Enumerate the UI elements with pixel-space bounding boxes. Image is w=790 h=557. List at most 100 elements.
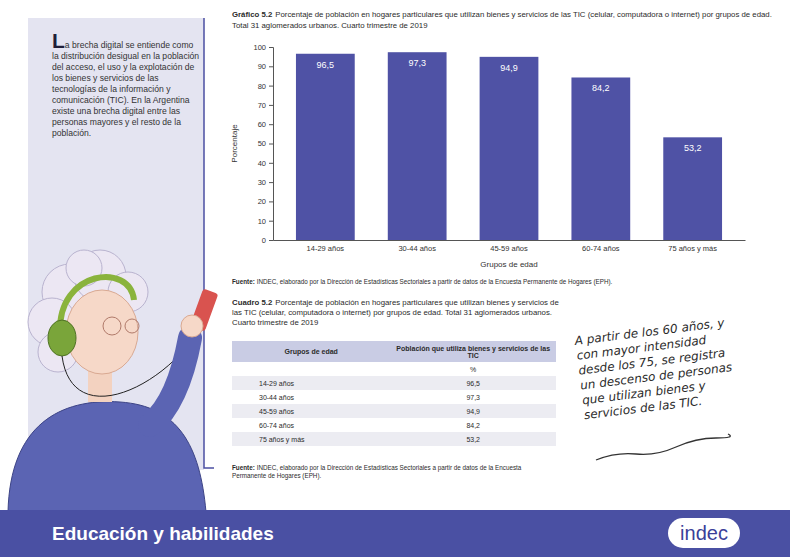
- figure-number: Gráfico 5.2: [232, 10, 272, 19]
- y-tick-label: 40: [258, 159, 266, 168]
- y-tick: 40: [258, 159, 273, 168]
- x-tick-label: 60-74 años: [582, 244, 620, 253]
- table-cell: 96,5: [390, 376, 556, 390]
- y-tick: 90: [258, 62, 273, 71]
- panel-frame: [204, 18, 214, 468]
- annotation-underline: [596, 434, 730, 460]
- table-cell: 45-59 años: [232, 404, 390, 418]
- illustration-earcup: [48, 320, 76, 356]
- y-tick: 20: [258, 197, 273, 206]
- source-text: INDEC, elaborado por la Dirección de Est…: [257, 278, 613, 285]
- table-cell: [232, 362, 390, 376]
- bar: [388, 52, 447, 240]
- y-tick: 50: [258, 139, 273, 148]
- footer-logo: indec: [680, 522, 728, 544]
- y-tick: 30: [258, 178, 273, 187]
- table-cell: 14-29 años: [232, 376, 390, 390]
- table-cell: 75 años y más: [232, 432, 390, 446]
- y-axis-line: [269, 48, 274, 241]
- chart-source: Fuente:INDEC, elaborado por la Dirección…: [232, 278, 777, 286]
- table-header: Grupos de edadPoblación que utiliza bien…: [232, 341, 556, 362]
- illustration-arm: [150, 338, 190, 425]
- table-header-cell: Población que utiliza bienes y servicios…: [390, 341, 556, 362]
- table-row: 60-74 años84,2: [232, 418, 556, 432]
- table-unit: %: [390, 362, 556, 376]
- table-header-cell: Grupos de edad: [232, 341, 390, 362]
- x-tick-label: 14-29 años: [307, 244, 345, 253]
- table-title-text: Porcentaje de población en hogares parti…: [232, 298, 559, 327]
- x-tick: 30-44 años: [398, 244, 436, 253]
- y-tick: 0: [262, 236, 273, 245]
- source-label: Fuente:: [232, 278, 255, 285]
- data-label: 84,2: [592, 83, 610, 93]
- data-label: 53,2: [684, 143, 702, 153]
- table-source: Fuente:INDEC, elaborado por la Dirección…: [232, 464, 552, 480]
- data-label: 97,3: [408, 58, 426, 68]
- bar: [480, 57, 539, 240]
- x-tick: 14-29 años: [307, 244, 345, 253]
- y-tick-mark: [269, 182, 273, 183]
- table-row: 45-59 años94,9: [232, 404, 556, 418]
- y-tick-label: 30: [258, 178, 266, 187]
- y-tick-mark: [269, 105, 273, 106]
- y-tick-label: 100: [253, 43, 266, 52]
- x-tick-label: 30-44 años: [398, 244, 436, 253]
- y-tick-mark: [269, 163, 273, 164]
- source-label: Fuente:: [232, 464, 255, 471]
- illustration-glasses: [103, 317, 121, 335]
- table-cell: 94,9: [390, 404, 556, 418]
- y-tick-mark: [269, 66, 273, 67]
- table-unit-row: %: [232, 362, 556, 376]
- y-tick-mark: [269, 201, 273, 202]
- y-tick-mark: [269, 240, 273, 241]
- data-labels: 96,5 97,3 94,9 84,2 53,2: [317, 58, 702, 153]
- y-tick-mark: [269, 47, 273, 48]
- y-tick: 10: [258, 217, 273, 226]
- y-tick-label: 0: [262, 236, 266, 245]
- chart-title: Gráfico 5.2Porcentaje de población en ho…: [232, 10, 780, 31]
- illustration-glasses: [125, 319, 139, 333]
- x-tick-label: 75 años y más: [668, 244, 717, 253]
- y-tick-label: 70: [258, 101, 266, 110]
- illustration-hand: [181, 315, 203, 337]
- x-tick: 60-74 años: [582, 244, 620, 253]
- table-row: 14-29 años96,5: [232, 376, 556, 390]
- x-tick: 75 años y más: [668, 244, 717, 253]
- data-table: Grupos de edadPoblación que utiliza bien…: [232, 341, 556, 446]
- y-axis: 0 10 20 30 40 50 60 70 80 90 100: [253, 43, 273, 245]
- y-tick-label: 80: [258, 82, 266, 91]
- table-title: Cuadro 5.2Porcentaje de población en hog…: [232, 298, 562, 328]
- y-axis-title: Porcentaje: [230, 124, 239, 163]
- table-cell: 97,3: [390, 390, 556, 404]
- y-tick-label: 50: [258, 139, 266, 148]
- chart-title-text: Porcentaje de población en hogares parti…: [232, 10, 772, 30]
- y-tick-mark: [269, 221, 273, 222]
- y-tick-mark: [269, 144, 273, 145]
- footer-logo-pill: indec: [668, 518, 740, 548]
- x-axis: 14-29 años 30-44 años 45-59 años 60-74 años…: [274, 241, 746, 254]
- table-cell: 60-74 años: [232, 418, 390, 432]
- data-label: 96,5: [317, 60, 335, 70]
- y-tick: 60: [258, 120, 273, 129]
- bar: [571, 77, 630, 240]
- y-tick: 100: [253, 43, 273, 52]
- bar: [663, 137, 722, 240]
- table-cell: 84,2: [390, 418, 556, 432]
- table-row: 30-44 años97,3: [232, 390, 556, 404]
- x-tick-label: 45-59 años: [490, 244, 528, 253]
- y-tick-mark: [269, 86, 273, 87]
- x-axis-title: Grupos de edad: [480, 260, 537, 269]
- y-tick-label: 10: [258, 217, 266, 226]
- bar-chart: 0 10 20 30 40 50 60 70 80 90 100 14-29 años 30-44 añ…: [222, 40, 767, 276]
- table-number: Cuadro 5.2: [232, 298, 272, 307]
- y-tick: 70: [258, 101, 273, 110]
- y-tick-label: 90: [258, 62, 266, 71]
- illustration-face: [66, 290, 138, 374]
- footer-section: Educación y habilidades: [52, 523, 274, 545]
- table-row: 75 años y más53,2: [232, 432, 556, 446]
- table-cell: 53,2: [390, 432, 556, 446]
- footer-band: Educación y habilidades indec: [0, 510, 790, 557]
- y-tick-label: 20: [258, 197, 266, 206]
- table-cell: 30-44 años: [232, 390, 390, 404]
- data-label: 94,9: [500, 63, 518, 73]
